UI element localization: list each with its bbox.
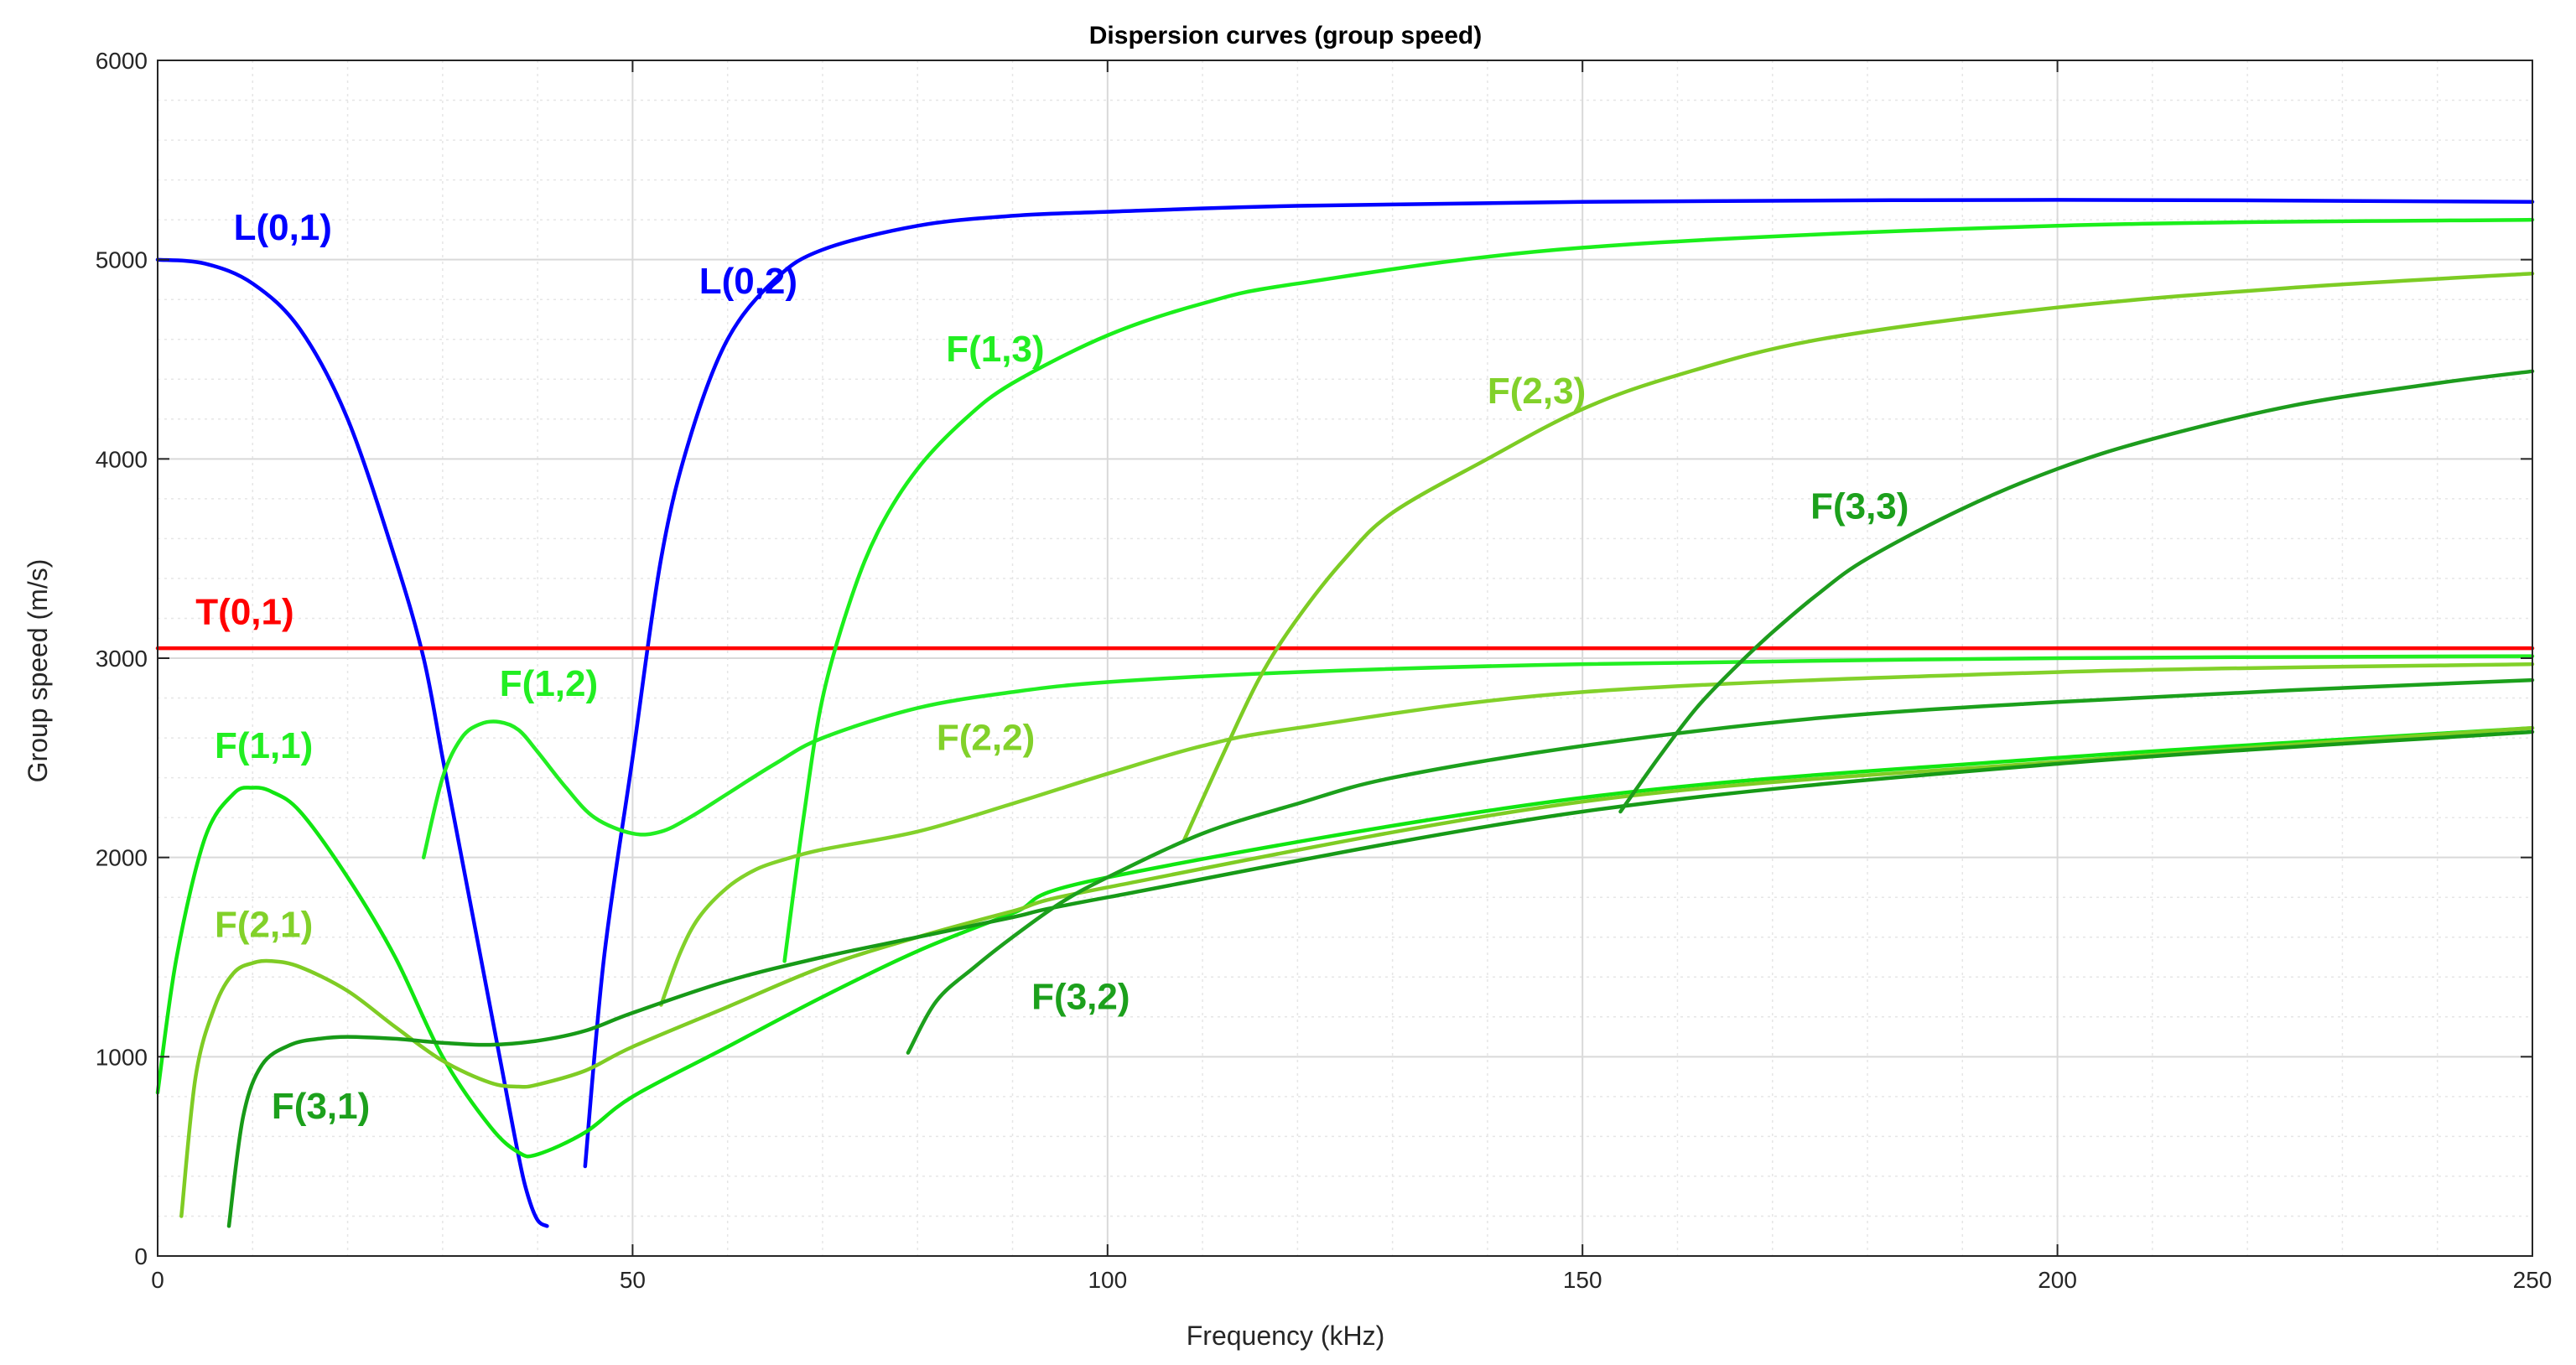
series-label-f-3-2: F(3,2) — [1031, 976, 1130, 1017]
y-tick-label: 4000 — [96, 446, 148, 472]
series-line-l-0-1 — [155, 257, 549, 1228]
series-label-l-0-2: L(0,2) — [699, 261, 797, 302]
series-line-f-1-1 — [155, 725, 2535, 1159]
series-label-f-1-3: F(1,3) — [946, 329, 1044, 370]
series-label-f-2-3: F(2,3) — [1488, 371, 1586, 412]
series-line-f-2-2 — [659, 662, 2535, 1007]
series-line-l-0-2 — [583, 198, 2535, 1169]
y-tick-label: 3000 — [96, 646, 148, 672]
x-tick-label: 150 — [1563, 1267, 1602, 1293]
series-line-f-1-3 — [782, 217, 2535, 963]
series-line-f-3-3 — [1618, 369, 2535, 814]
y-tick-label: 1000 — [96, 1044, 148, 1070]
y-axis-label: Group speed (m/s) — [23, 559, 53, 783]
series-label-f-1-1: F(1,1) — [215, 725, 313, 766]
y-tick-label: 6000 — [96, 48, 148, 74]
series-label-f-2-2: F(2,2) — [937, 717, 1035, 758]
series-label-l-0-1: L(0,1) — [234, 207, 332, 248]
series-label-f-3-1: F(3,1) — [272, 1086, 370, 1127]
series-layer — [155, 198, 2535, 1228]
series-line-f-2-3 — [1182, 272, 2535, 843]
annotation-layer: L(0,1) L(0,2) T(0,1) F(1,1) F(1,2) F(1,3) F(2,… — [195, 207, 1909, 1127]
x-tick-label: 0 — [151, 1267, 164, 1293]
series-line-f-3-1 — [226, 729, 2535, 1228]
y-tick-label: 5000 — [96, 247, 148, 273]
series-label-t-0-1: T(0,1) — [195, 592, 293, 633]
x-tick-label: 100 — [1088, 1267, 1127, 1293]
x-axis-label: Frequency (kHz) — [1187, 1321, 1385, 1351]
y-tick-label: 0 — [134, 1243, 148, 1269]
series-line-f-1-2 — [421, 654, 2535, 859]
series-label-f-1-2: F(1,2) — [500, 663, 598, 704]
x-tick-label: 250 — [2513, 1267, 2553, 1293]
chart-title: Dispersion curves (group speed) — [1089, 22, 1482, 49]
y-axis-ticks: 0 1000 2000 3000 4000 5000 6000 — [96, 48, 2532, 1269]
series-line-f-3-2 — [906, 677, 2535, 1055]
x-axis-ticks: 0 50 100 150 200 250 — [151, 60, 2552, 1293]
x-tick-label: 200 — [2038, 1267, 2077, 1293]
series-line-f-2-1 — [179, 725, 2535, 1218]
series-label-f-3-3: F(3,3) — [1810, 486, 1909, 527]
x-tick-label: 50 — [620, 1267, 646, 1293]
y-tick-label: 2000 — [96, 845, 148, 871]
series-label-f-2-1: F(2,1) — [215, 905, 313, 946]
